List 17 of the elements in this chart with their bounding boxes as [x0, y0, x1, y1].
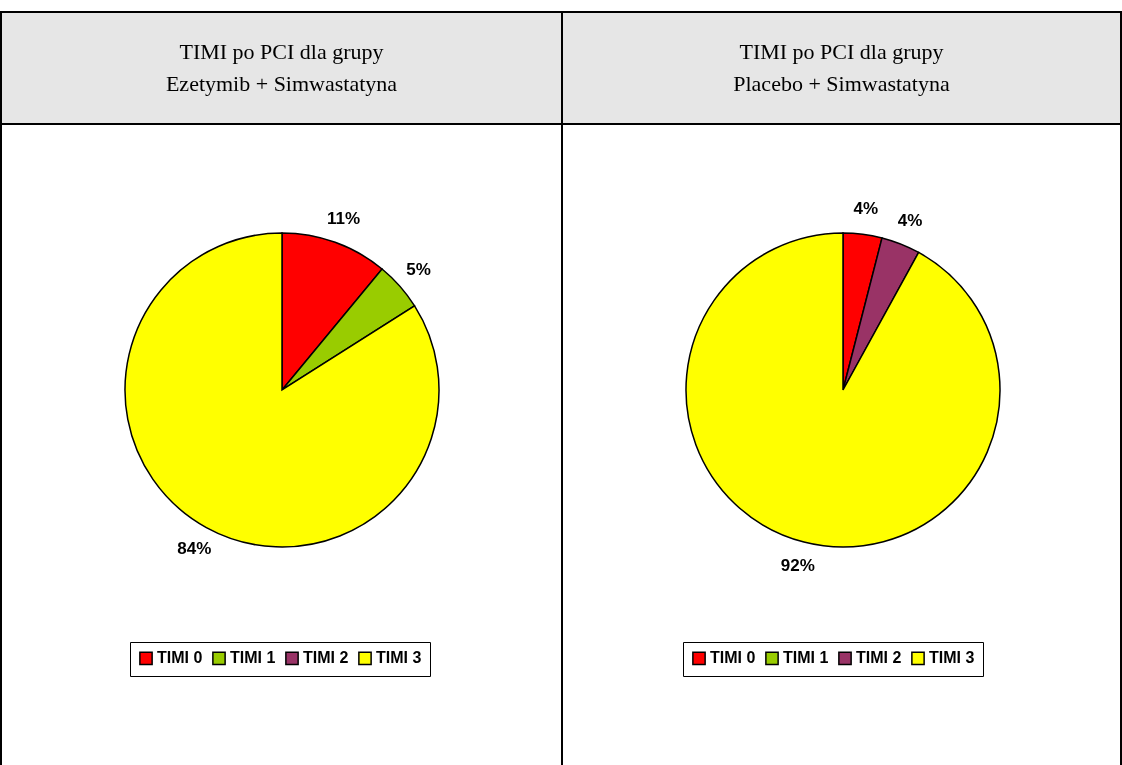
legend-label: TIMI 0 [710, 649, 756, 667]
legend-label: TIMI 3 [376, 649, 422, 667]
data-label: 4% [853, 199, 879, 219]
legend-label: TIMI 1 [230, 649, 276, 667]
legend-label: TIMI 2 [303, 649, 349, 667]
legend-label: TIMI 2 [856, 649, 902, 667]
chart-title: TIMI po PCI dla grupy Placebo + Simwastatyna [563, 13, 1120, 125]
legend-label: TIMI 0 [157, 649, 203, 667]
legend-label: TIMI 1 [783, 649, 829, 667]
data-label: 4% [897, 210, 923, 230]
legend-label: TIMI 3 [929, 649, 975, 667]
data-label: 92% [780, 556, 815, 576]
chart-title: TIMI po PCI dla grupy Ezetymib + Simwastatyna [2, 13, 561, 125]
data-label: 84% [177, 539, 212, 559]
data-label: 5% [406, 259, 431, 279]
data-label: 11% [327, 208, 361, 228]
pie-slice [685, 232, 1001, 548]
